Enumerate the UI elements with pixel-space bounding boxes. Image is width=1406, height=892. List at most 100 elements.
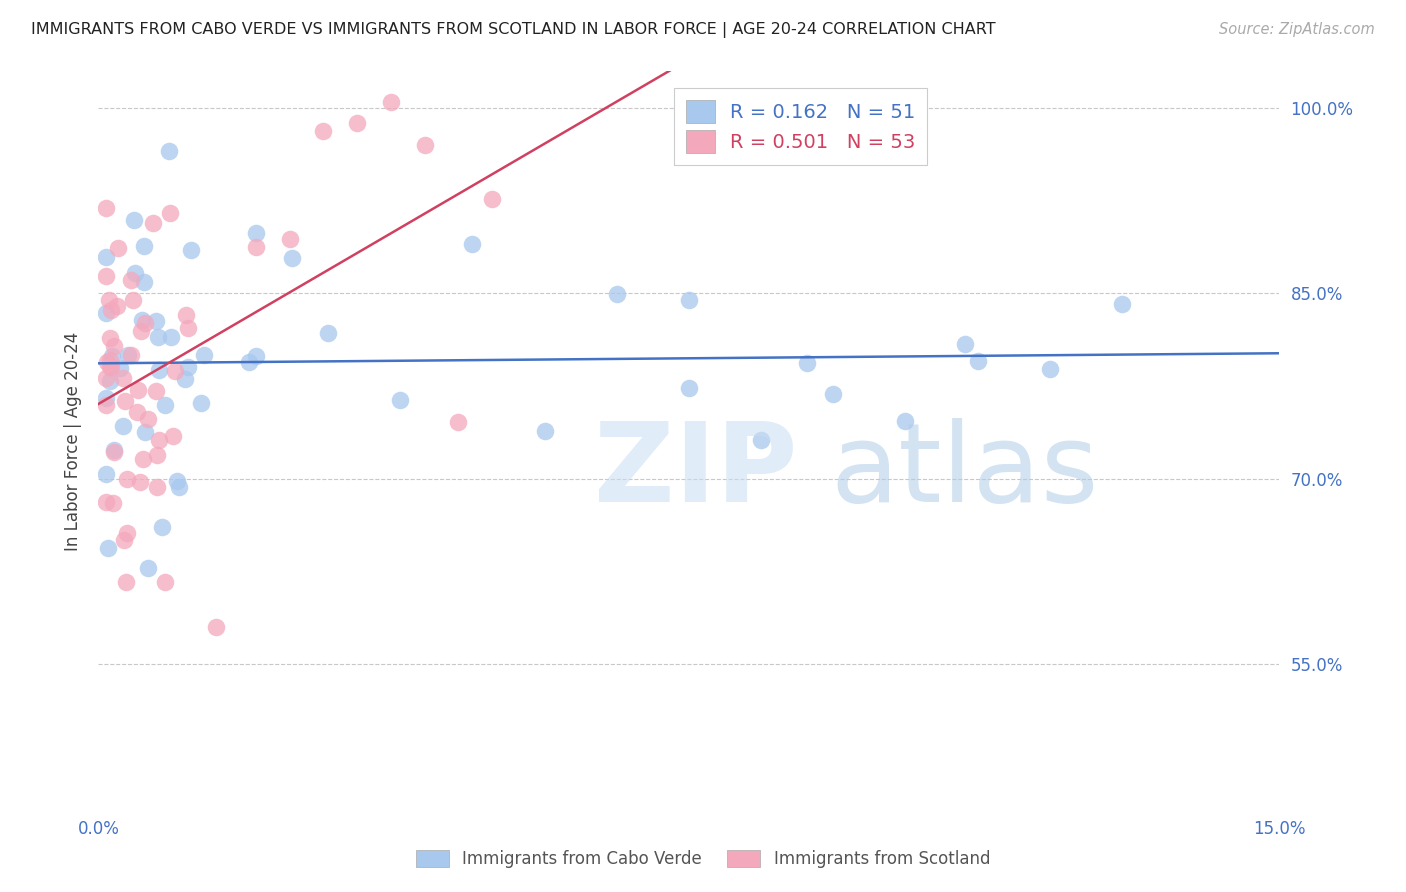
Point bbox=[145, 384, 167, 398]
Point bbox=[245, 349, 267, 363]
Point bbox=[100, 360, 122, 375]
Point bbox=[115, 472, 138, 486]
Point bbox=[96, 370, 118, 384]
Point bbox=[111, 419, 134, 434]
Point bbox=[112, 533, 135, 547]
Point bbox=[153, 398, 176, 412]
Text: ZIP: ZIP bbox=[595, 417, 797, 524]
Point bbox=[316, 326, 339, 340]
Point bbox=[278, 232, 301, 246]
Point bbox=[174, 371, 197, 385]
Point bbox=[238, 355, 260, 369]
Point bbox=[177, 360, 200, 375]
Point bbox=[389, 392, 412, 407]
Point bbox=[96, 467, 118, 481]
Point bbox=[159, 205, 181, 219]
Point bbox=[146, 329, 169, 343]
Point bbox=[966, 353, 988, 368]
Point bbox=[150, 519, 173, 533]
Text: IMMIGRANTS FROM CABO VERDE VS IMMIGRANTS FROM SCOTLAND IN LABOR FORCE | AGE 20-2: IMMIGRANTS FROM CABO VERDE VS IMMIGRANTS… bbox=[31, 22, 995, 38]
Point bbox=[97, 541, 120, 555]
Point bbox=[894, 414, 917, 428]
Point bbox=[796, 355, 818, 369]
Point bbox=[166, 475, 188, 489]
Point bbox=[132, 239, 155, 253]
Point bbox=[447, 415, 470, 429]
Point bbox=[533, 424, 555, 438]
Point bbox=[96, 391, 118, 405]
Point bbox=[1111, 297, 1133, 311]
Point bbox=[245, 226, 267, 240]
Point bbox=[138, 412, 160, 426]
Point bbox=[160, 330, 183, 344]
Point bbox=[205, 620, 228, 634]
Point bbox=[145, 313, 167, 327]
Point bbox=[148, 362, 170, 376]
Point bbox=[114, 393, 136, 408]
Point bbox=[193, 348, 215, 362]
Point bbox=[953, 336, 976, 351]
Point bbox=[124, 266, 146, 280]
Point bbox=[132, 452, 155, 467]
Point bbox=[98, 353, 121, 368]
Point bbox=[108, 360, 131, 375]
Point bbox=[96, 355, 118, 369]
Point bbox=[1039, 362, 1062, 376]
Point bbox=[280, 251, 302, 265]
Point bbox=[96, 306, 118, 320]
Point bbox=[111, 371, 134, 385]
Point bbox=[678, 380, 700, 394]
Point bbox=[461, 237, 484, 252]
Point bbox=[96, 201, 118, 215]
Point bbox=[117, 348, 139, 362]
Point bbox=[380, 95, 402, 110]
Point bbox=[145, 448, 167, 462]
Point bbox=[100, 360, 122, 375]
Point bbox=[148, 434, 170, 448]
Point bbox=[127, 384, 149, 398]
Point bbox=[180, 244, 202, 258]
Point bbox=[134, 316, 156, 330]
Point bbox=[153, 574, 176, 589]
Point bbox=[96, 250, 118, 264]
Point bbox=[103, 339, 125, 353]
Legend: R = 0.162   N = 51, R = 0.501   N = 53: R = 0.162 N = 51, R = 0.501 N = 53 bbox=[673, 88, 927, 164]
Point bbox=[98, 330, 121, 344]
Point bbox=[128, 475, 150, 489]
Y-axis label: In Labor Force | Age 20-24: In Labor Force | Age 20-24 bbox=[65, 332, 83, 551]
Point bbox=[823, 387, 845, 401]
Point bbox=[129, 324, 152, 338]
Text: Source: ZipAtlas.com: Source: ZipAtlas.com bbox=[1219, 22, 1375, 37]
Point bbox=[346, 116, 368, 130]
Point bbox=[114, 574, 136, 589]
Point bbox=[136, 561, 159, 575]
Point bbox=[96, 495, 118, 509]
Point bbox=[101, 349, 124, 363]
Point bbox=[162, 428, 184, 442]
Point bbox=[100, 303, 122, 318]
Point bbox=[107, 241, 129, 255]
Point bbox=[177, 321, 200, 335]
Point bbox=[103, 442, 125, 457]
Point bbox=[120, 272, 142, 286]
Point bbox=[157, 144, 180, 158]
Point bbox=[190, 395, 212, 409]
Point bbox=[749, 434, 772, 448]
Point bbox=[131, 313, 153, 327]
Point bbox=[167, 480, 190, 494]
Point bbox=[101, 496, 124, 510]
Point bbox=[122, 213, 145, 227]
Point bbox=[413, 137, 436, 152]
Point bbox=[96, 268, 118, 283]
Point bbox=[606, 287, 628, 301]
Point bbox=[120, 348, 142, 362]
Point bbox=[678, 293, 700, 307]
Point bbox=[134, 425, 156, 439]
Point bbox=[105, 299, 128, 313]
Point bbox=[312, 123, 335, 137]
Point bbox=[146, 480, 169, 494]
Text: atlas: atlas bbox=[831, 417, 1099, 524]
Point bbox=[103, 445, 125, 459]
Point bbox=[165, 364, 187, 378]
Point bbox=[98, 374, 121, 388]
